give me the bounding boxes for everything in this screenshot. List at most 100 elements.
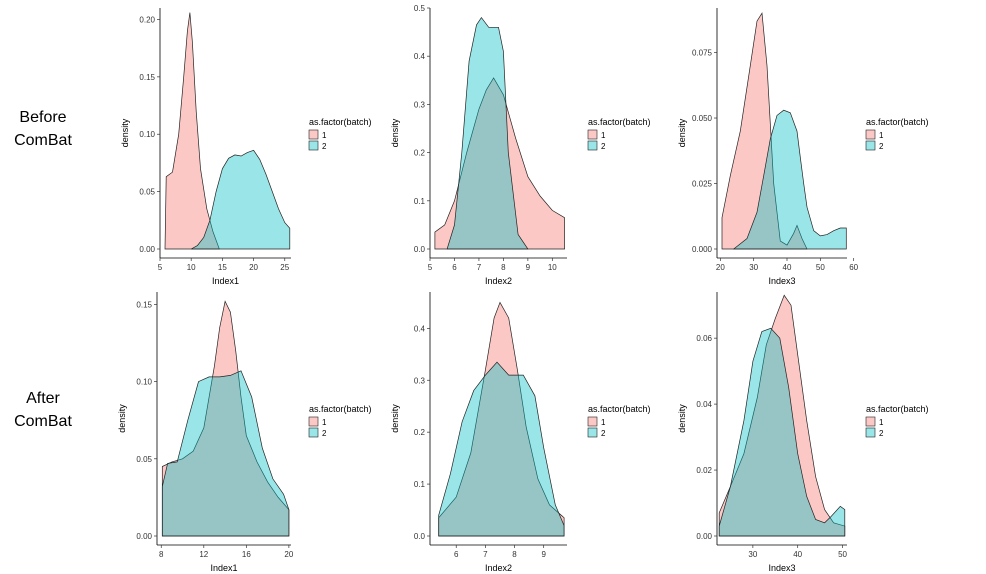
legend-key-1: [587, 416, 598, 427]
x-tick-label: 5: [428, 263, 433, 272]
legend-title: as.factor(batch): [866, 117, 929, 127]
x-tick-label: 15: [218, 263, 227, 272]
legend: as.factor(batch) 1 2: [587, 117, 651, 151]
y-tick-label: 0.20: [139, 15, 155, 24]
density-area-batch-2: [718, 327, 846, 537]
panel-2: 5 6 7 8 9 10 0.0 0.1 0.2 0.3 0.4 0.5 Index2 density as…: [390, 4, 651, 286]
legend-key-2: [308, 140, 319, 151]
density-area-batch-1: [164, 12, 220, 250]
y-tick-label: 0.00: [696, 532, 712, 541]
legend-title: as.factor(batch): [588, 117, 651, 127]
density-area-batch-2: [446, 16, 529, 250]
legend-label-2: 2: [601, 142, 606, 151]
y-tick-label: 0.00: [136, 532, 152, 541]
y-axis-title: density: [120, 118, 130, 147]
y-tick-label: 0.075: [692, 49, 713, 58]
x-tick-label: 7: [477, 263, 482, 272]
legend-key-2: [587, 140, 598, 151]
density-area-batch-1: [434, 77, 565, 250]
x-tick-label: 40: [793, 550, 802, 559]
y-tick-label: 0.2: [414, 149, 426, 158]
y-tick-label: 0.4: [414, 324, 426, 333]
y-tick-label: 0.1: [414, 480, 426, 489]
x-axis-title: Index1: [210, 563, 237, 573]
legend-label-2: 2: [322, 142, 327, 151]
legend-label-1: 1: [601, 418, 606, 427]
legend-label-1: 1: [601, 131, 606, 140]
x-tick-label: 25: [280, 263, 289, 272]
y-tick-label: 0.10: [136, 378, 152, 387]
row-label-after-line1: After: [26, 390, 60, 407]
y-tick-label: 0.2: [414, 428, 426, 437]
x-tick-label: 6: [452, 263, 457, 272]
density-area-batch-2: [438, 361, 565, 537]
x-tick-label: 20: [716, 263, 725, 272]
y-tick-label: 0.0: [414, 532, 426, 541]
legend-key-1: [587, 129, 598, 140]
legend-key-2: [587, 427, 598, 438]
x-tick-label: 60: [849, 263, 858, 272]
x-tick-label: 9: [526, 263, 531, 272]
legend: as.factor(batch) 1 2: [308, 117, 372, 151]
x-axis-title: Index1: [212, 276, 239, 286]
x-tick-label: 9: [541, 550, 546, 559]
row-label-before: Before ComBat: [14, 109, 72, 149]
row-label-after: After ComBat: [14, 390, 72, 430]
density-area-batch-1: [718, 294, 846, 537]
x-tick-label: 10: [187, 263, 196, 272]
x-tick-label: 5: [158, 263, 163, 272]
legend-key-1: [308, 129, 319, 140]
legend-title: as.factor(batch): [588, 404, 651, 414]
y-tick-label: 0.1: [414, 197, 426, 206]
x-tick-label: 30: [748, 550, 757, 559]
legend-key-1: [308, 416, 319, 427]
density-area-batch-1: [161, 300, 290, 537]
legend-title: as.factor(batch): [309, 404, 372, 414]
y-axis-title: density: [390, 404, 400, 433]
legend-key-2: [308, 427, 319, 438]
y-tick-label: 0.04: [696, 400, 712, 409]
x-tick-label: 40: [783, 263, 792, 272]
y-tick-label: 0.06: [696, 334, 712, 343]
y-tick-label: 0.025: [692, 180, 713, 189]
x-tick-label: 30: [749, 263, 758, 272]
legend-key-2: [865, 140, 876, 151]
x-axis-title: Index3: [768, 563, 795, 573]
x-tick-label: 8: [501, 263, 506, 272]
legend-key-1: [865, 416, 876, 427]
legend-title: as.factor(batch): [866, 404, 929, 414]
legend-label-1: 1: [879, 418, 884, 427]
y-tick-label: 0.15: [139, 73, 155, 82]
panel-3: 20 30 40 50 60 0.000 0.025 0.050 0.075 Index3 dens…: [677, 8, 929, 286]
x-tick-label: 7: [483, 550, 488, 559]
legend-label-1: 1: [879, 131, 884, 140]
x-tick-label: 8: [512, 550, 517, 559]
y-tick-label: 0.10: [139, 130, 155, 139]
y-tick-label: 0.000: [692, 245, 713, 254]
y-tick-label: 0.4: [414, 52, 426, 61]
x-tick-label: 20: [249, 263, 258, 272]
legend-label-1: 1: [322, 131, 327, 140]
y-tick-label: 0.3: [414, 100, 426, 109]
row-label-after-line2: ComBat: [14, 413, 72, 430]
legend: as.factor(batch) 1 2: [308, 404, 372, 438]
panel-5: 6 7 8 9 0.0 0.1 0.2 0.3 0.4 Index2 density as.facto…: [390, 292, 651, 573]
y-tick-label: 0.0: [414, 245, 426, 254]
x-axis-title: Index2: [485, 563, 512, 573]
y-tick-label: 0.05: [139, 188, 155, 197]
x-tick-label: 10: [548, 263, 557, 272]
x-tick-label: 16: [242, 550, 251, 559]
y-tick-label: 0.05: [136, 455, 152, 464]
density-area-batch-1: [721, 12, 808, 250]
legend-label-2: 2: [879, 429, 884, 438]
y-tick-label: 0.15: [136, 300, 152, 309]
x-tick-label: 12: [199, 550, 208, 559]
x-tick-label: 6: [454, 550, 459, 559]
density-panels: 5 10 15 20 250.000.050.100.150.20Index1densi…: [117, 4, 929, 573]
legend-key-2: [865, 427, 876, 438]
density-area-batch-1: [438, 301, 565, 537]
x-tick-label: 50: [816, 263, 825, 272]
y-axis-title: density: [677, 118, 687, 147]
